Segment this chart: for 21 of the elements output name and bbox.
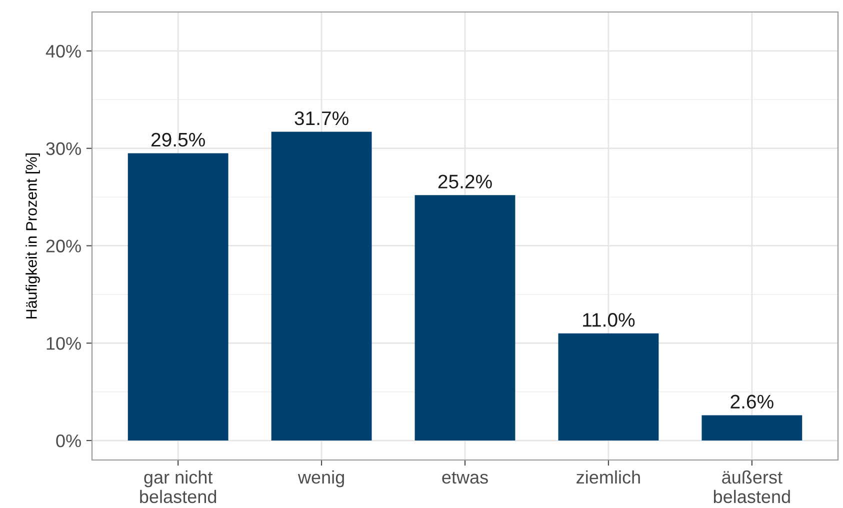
data-label: 31.7% [294, 111, 348, 126]
data-label: 11.0% [583, 313, 635, 327]
y-tick-label: 20% [46, 240, 81, 252]
x-tick-label: ziemlich [576, 470, 640, 484]
bar [128, 153, 228, 441]
bar [558, 333, 659, 441]
y-tick-label: 30% [46, 142, 81, 156]
y-tick-label: 40% [46, 44, 81, 58]
y-tick-label: 10% [46, 337, 81, 350]
x-tick-label: gar nicht belastend [140, 470, 216, 504]
bar [271, 132, 372, 441]
y-axis-title: Häufigkeit in Prozent [%] [26, 153, 40, 318]
x-tick-label: wenig [298, 470, 344, 488]
data-label: 2.6% [730, 394, 774, 409]
bar [702, 415, 802, 441]
x-tick-label: etwas [442, 472, 488, 484]
y-tick-label: 0% [56, 434, 81, 448]
data-label: 29.5% [151, 132, 205, 147]
bar [414, 195, 516, 441]
data-label: 25.2% [438, 174, 492, 188]
x-tick-label: äußerst belastend [714, 470, 790, 504]
